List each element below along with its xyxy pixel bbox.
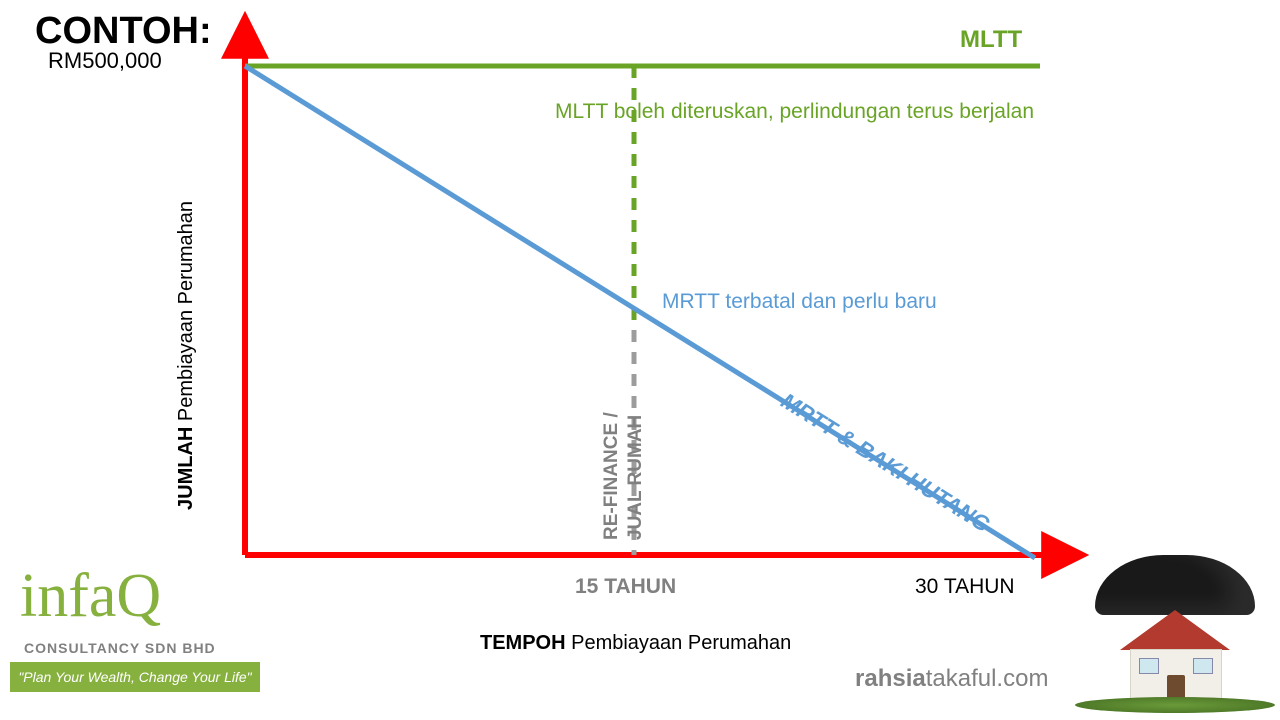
- house-umbrella-icon: [1075, 555, 1275, 715]
- y-axis-title: JUMLAH Pembiayaan Perumahan: [175, 201, 198, 510]
- tick-30: 30 TAHUN: [915, 575, 1015, 599]
- page-title: CONTOH:: [35, 10, 212, 53]
- site-url: rahsiatakaful.com: [855, 665, 1048, 693]
- brand-tagline: "Plan Your Wealth, Change Your Life": [18, 669, 251, 685]
- x-axis-title: TEMPOH Pembiayaan Perumahan: [480, 632, 791, 655]
- refinance-label: RE-FINANCE /JUAL RUMAH: [600, 412, 648, 540]
- brand-logo: infaQ: [20, 565, 161, 627]
- mltt-note: MLTT boleh diteruskan, perlindungan teru…: [555, 100, 1034, 124]
- y-start-value: RM500,000: [48, 48, 162, 74]
- mltt-title: MLTT: [960, 26, 1022, 54]
- chart-stage: CONTOH: RM500,000 JUMLAH Pembiayaan Peru…: [0, 0, 1280, 720]
- mrtt-note: MRTT terbatal dan perlu baru: [662, 290, 937, 314]
- brand-subtitle: CONSULTANCY SDN BHD: [24, 640, 216, 656]
- brand-tagline-bg: "Plan Your Wealth, Change Your Life": [10, 662, 260, 692]
- tick-15: 15 TAHUN: [575, 575, 676, 599]
